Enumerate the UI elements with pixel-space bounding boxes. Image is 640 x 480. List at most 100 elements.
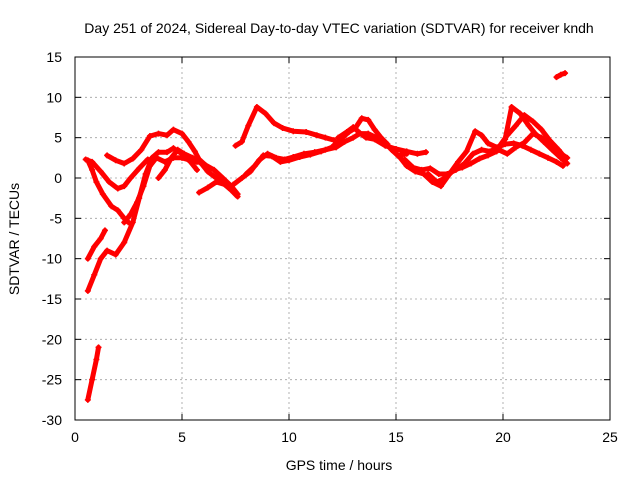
data-point — [106, 179, 113, 186]
data-point — [121, 219, 128, 226]
data-point — [328, 144, 335, 151]
data-point — [127, 175, 134, 181]
data-point — [140, 183, 147, 190]
data-point — [442, 175, 449, 181]
axis-ticks — [74, 56, 611, 421]
y-tick-label: -20 — [42, 331, 62, 347]
data-point — [101, 227, 108, 234]
data-point — [318, 148, 325, 155]
data-point — [538, 126, 545, 133]
x-tick-label: 10 — [281, 429, 297, 445]
data-point — [260, 152, 267, 159]
data-point — [459, 164, 466, 171]
data-point — [232, 142, 239, 149]
series-line — [243, 115, 390, 177]
y-axis-label: SDTVAR / TECUs — [6, 183, 22, 295]
data-point — [144, 156, 151, 163]
y-tick-label: 0 — [54, 170, 62, 186]
data-point — [410, 164, 417, 171]
data-point — [290, 128, 297, 135]
data-point — [112, 157, 119, 164]
data-point — [557, 71, 564, 78]
data-point — [517, 110, 524, 117]
data-point — [108, 203, 115, 210]
y-tick-label: 5 — [54, 130, 62, 146]
data-point — [350, 124, 357, 131]
series-line — [233, 104, 337, 149]
data-point — [155, 149, 162, 156]
data-point — [196, 189, 203, 196]
data-point — [121, 160, 128, 167]
data-point — [104, 152, 111, 159]
data-point — [562, 70, 569, 77]
data-point — [238, 175, 245, 181]
data-point — [495, 146, 502, 153]
data-point — [99, 191, 106, 198]
chart-title: Day 251 of 2024, Sidereal Day-to-day VTE… — [84, 20, 593, 36]
data-point — [564, 154, 571, 161]
data-point — [485, 140, 492, 147]
data-point — [170, 126, 177, 133]
data-point — [358, 115, 365, 122]
data-point — [296, 154, 303, 161]
data-point — [401, 156, 408, 163]
data-point — [427, 165, 434, 172]
data-point — [472, 128, 479, 135]
series-arc-4 — [84, 157, 132, 226]
data-point — [84, 287, 91, 294]
data-point — [418, 166, 425, 173]
data-point — [343, 129, 350, 136]
data-point — [153, 154, 160, 161]
y-tick-labels: -30 -25 -20 -15 -10 -5 0 5 10 15 — [42, 49, 62, 428]
data-point — [155, 175, 162, 181]
data-point — [91, 271, 98, 278]
data-point — [529, 130, 536, 137]
data-point — [478, 146, 485, 153]
y-tick-label: 10 — [46, 89, 62, 105]
data-point — [204, 184, 211, 191]
data-point — [363, 134, 370, 141]
data-point — [93, 356, 100, 363]
data-point — [525, 122, 532, 129]
data-point — [322, 134, 329, 141]
data-series — [82, 70, 571, 403]
data-point — [185, 138, 192, 145]
x-tick-label: 0 — [71, 429, 79, 445]
data-point — [286, 157, 292, 164]
data-point — [170, 145, 177, 152]
data-point — [134, 199, 141, 206]
data-point — [467, 160, 474, 167]
data-point — [97, 235, 104, 242]
data-point — [155, 130, 162, 137]
data-point — [127, 211, 134, 218]
data-point — [303, 129, 310, 136]
data-point — [378, 134, 385, 141]
data-point — [527, 146, 534, 153]
data-point — [350, 134, 357, 141]
data-point — [191, 148, 198, 155]
data-point — [129, 155, 136, 162]
data-point — [553, 74, 560, 81]
series-line — [85, 344, 101, 403]
data-point — [307, 151, 314, 158]
data-point — [262, 110, 269, 117]
series-arc-7 — [121, 154, 200, 226]
data-point — [437, 183, 444, 190]
data-point — [356, 129, 363, 136]
data-point — [279, 124, 286, 131]
data-point — [84, 396, 91, 403]
data-point — [463, 148, 470, 155]
data-point — [508, 104, 515, 111]
data-point — [89, 376, 96, 383]
data-point — [365, 116, 372, 123]
data-point — [245, 122, 252, 129]
x-tick-labels: 0 5 10 15 20 25 — [71, 429, 618, 445]
data-point — [510, 140, 517, 147]
series-arc-9 — [196, 179, 235, 196]
data-point — [168, 154, 175, 161]
series-line — [425, 104, 570, 185]
data-point — [164, 132, 171, 139]
data-point — [181, 150, 188, 157]
data-point — [84, 255, 91, 262]
